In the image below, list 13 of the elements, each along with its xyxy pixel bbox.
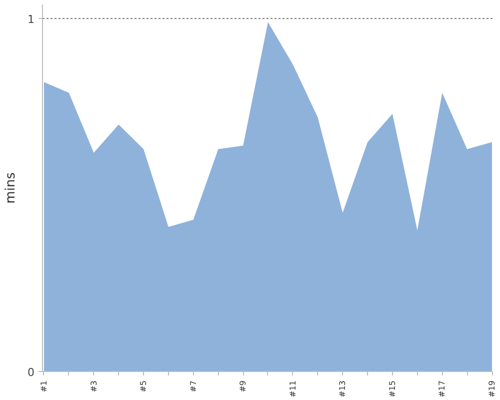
x-tick-label: #7: [188, 380, 198, 392]
x-tick-label: #5: [139, 380, 148, 392]
x-tick-label: #3: [89, 380, 98, 392]
y-axis-title: mins: [4, 172, 18, 204]
y-tick-label: 0: [28, 366, 34, 379]
x-tick-label: #9: [238, 380, 248, 392]
x-tick-label: #17: [438, 380, 447, 398]
x-tick-label: #15: [388, 380, 397, 398]
x-tick-label: #1: [39, 380, 48, 392]
y-tick-label: 1: [28, 13, 34, 26]
x-tick-label: #13: [338, 380, 348, 398]
x-tick-label: #11: [288, 380, 298, 398]
x-tick-label: #19: [488, 380, 496, 398]
